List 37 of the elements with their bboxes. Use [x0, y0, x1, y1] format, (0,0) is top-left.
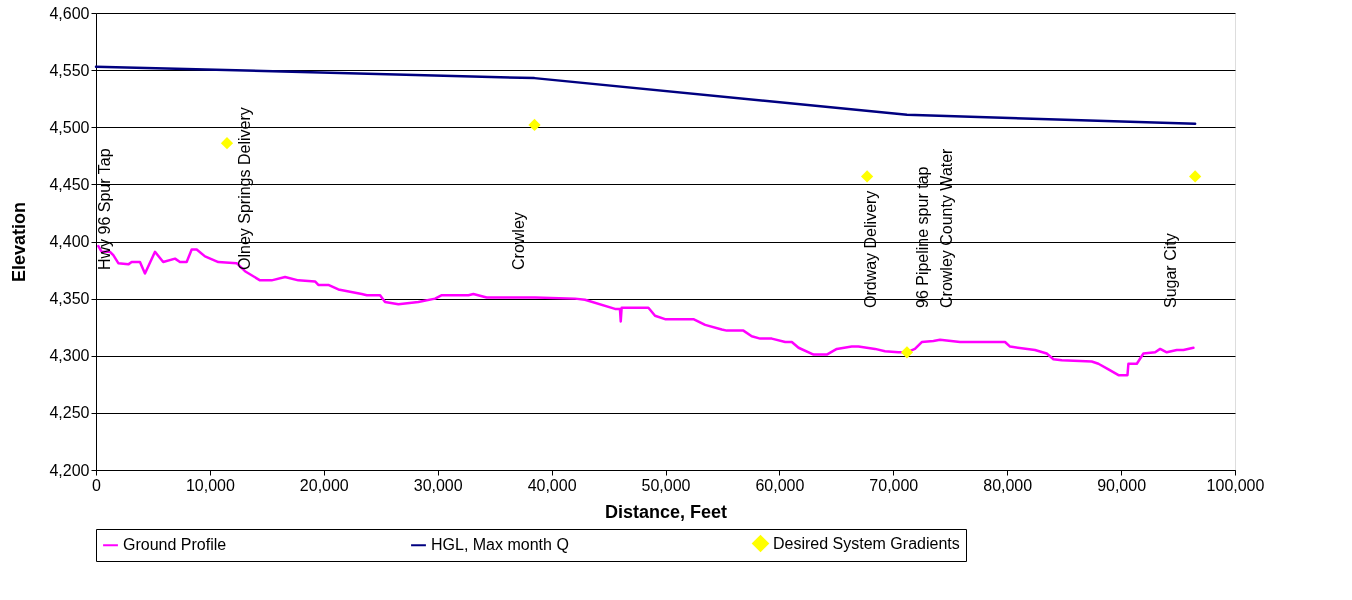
- point: [900, 346, 914, 359]
- y-tick-label: 4,450: [49, 175, 90, 193]
- y-tick-label: 4,600: [49, 4, 90, 22]
- x-axis-title: Distance, Feet: [604, 501, 728, 522]
- x-tick-label: 80,000: [983, 476, 1033, 494]
- y-tick-label: 4,200: [49, 461, 90, 479]
- x-tick-label: 40,000: [527, 476, 577, 494]
- legend-label: HGL, Max month Q: [431, 536, 569, 554]
- y-tick-label: 4,250: [49, 404, 90, 422]
- y-tick-label: 4,300: [49, 347, 90, 365]
- x-tick-label: 50,000: [641, 476, 691, 494]
- x-tick-label: 90,000: [1097, 476, 1147, 494]
- annotation: Sugar City: [1162, 233, 1179, 308]
- point: [528, 118, 541, 132]
- x-tick-label: 60,000: [755, 476, 805, 494]
- annotation: 96 Pipeline spur tap: [914, 166, 931, 308]
- y-tick-label: 4,400: [49, 233, 90, 250]
- x-tick-label: 0: [92, 476, 102, 494]
- x-tick-label: 10,000: [185, 476, 235, 494]
- annotation: Crowley County Water: [938, 147, 955, 308]
- annotation: Olney Springs Delivery: [236, 107, 253, 270]
- annotation: Hwy 96 Spur Tap: [96, 148, 113, 270]
- point: [220, 137, 234, 150]
- legend-label: Ground Profile: [123, 536, 227, 554]
- annotation: Ordway Delivery: [862, 190, 879, 308]
- annotation: Crowley: [510, 212, 527, 270]
- legend-label: Desired System Gradients: [773, 534, 960, 552]
- point: [860, 170, 874, 183]
- x-tick-label: 20,000: [299, 476, 349, 494]
- y-tick-label: 4,350: [49, 290, 90, 308]
- x-tick-label: 30,000: [413, 476, 463, 494]
- y-tick-label: 4,550: [49, 61, 90, 79]
- y-tick-label: 4,500: [49, 118, 90, 136]
- x-tick-label: 70,000: [869, 476, 919, 494]
- x-tick-label: 100,000: [1206, 476, 1265, 494]
- point: [1189, 170, 1202, 183]
- y-axis-title: Elevation: [9, 201, 30, 283]
